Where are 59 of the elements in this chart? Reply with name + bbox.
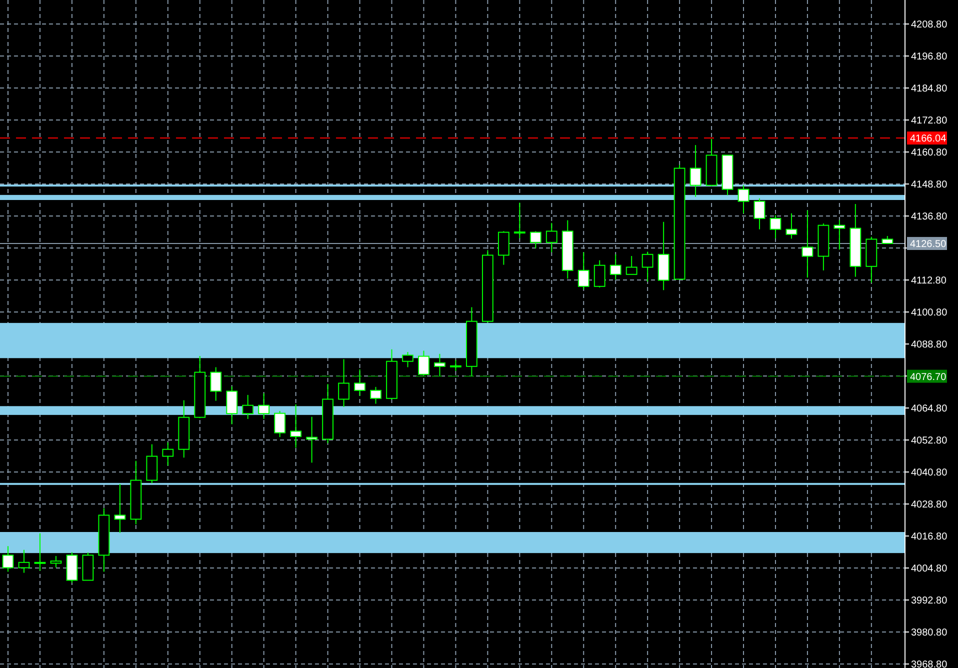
y-tick-label: 4196.80 — [911, 52, 948, 62]
candlestick — [402, 352, 414, 368]
y-tick-label: 4184.80 — [911, 84, 948, 94]
y-tick-label: 4160.80 — [911, 148, 948, 158]
y-tick-label: 4172.80 — [911, 116, 948, 126]
candlestick — [242, 394, 254, 420]
candlestick — [2, 546, 14, 572]
candlestick — [146, 444, 158, 484]
candlestick — [690, 144, 702, 198]
ref-line-label: 4166.04 — [910, 134, 947, 145]
candlestick — [18, 549, 30, 574]
candlestick — [306, 416, 318, 464]
candlestick — [290, 404, 302, 448]
candlestick — [754, 198, 766, 230]
candlestick — [498, 230, 510, 266]
candlestick — [354, 368, 366, 396]
y-tick-label: 4208.80 — [911, 20, 948, 30]
candlestick — [418, 350, 430, 376]
candlestick — [50, 556, 62, 568]
y-tick-label: 4028.80 — [911, 500, 948, 510]
candlestick — [514, 202, 526, 239]
ref-line-label: 4126.50 — [910, 238, 947, 250]
y-tick-label: 4100.80 — [911, 308, 948, 318]
y-tick-label: 4052.80 — [911, 436, 948, 446]
candlestick — [34, 532, 46, 572]
y-tick-label: 4004.80 — [911, 564, 948, 574]
candlestick — [530, 230, 542, 249]
y-tick-label: 3992.80 — [911, 596, 948, 606]
y-tick-label: 4136.80 — [911, 212, 948, 222]
candlestick — [258, 392, 270, 420]
y-tick-label: 4016.80 — [911, 532, 948, 542]
candlestick — [546, 222, 558, 253]
candlestick — [594, 260, 606, 288]
candlestick — [162, 442, 174, 466]
y-tick-label: 4040.80 — [911, 468, 948, 478]
candlestick — [226, 386, 238, 425]
candlestick — [370, 386, 382, 404]
candlestick — [578, 252, 590, 290]
candlestick — [786, 212, 798, 240]
candlestick — [738, 184, 750, 214]
y-tick-label: 4088.80 — [911, 340, 948, 350]
candlestick — [274, 410, 286, 438]
y-tick-label: 3968.80 — [911, 660, 948, 668]
ref-line-label: 4076.70 — [910, 372, 947, 383]
candlestick — [338, 358, 350, 408]
candlestick — [210, 366, 222, 402]
candlestick — [770, 214, 782, 239]
candlestick — [610, 254, 622, 280]
candlestick — [642, 251, 654, 282]
candlestick — [434, 353, 446, 376]
candlestick — [114, 484, 126, 534]
candlestick — [450, 360, 462, 372]
y-tick-label: 4148.80 — [911, 180, 948, 190]
y-tick-label: 3980.80 — [911, 628, 948, 638]
y-tick-label: 4064.80 — [911, 404, 948, 414]
candlestick — [802, 210, 814, 278]
candlestick — [834, 220, 846, 250]
candlestick — [626, 256, 638, 275]
y-tick-label: 4112.80 — [911, 276, 947, 286]
